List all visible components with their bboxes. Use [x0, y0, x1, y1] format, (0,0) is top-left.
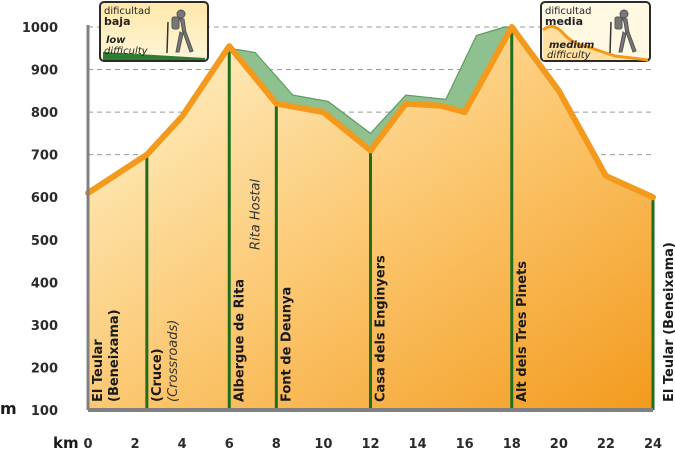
x-tick-label: 0	[83, 437, 92, 450]
legend-low-title: dificultad	[104, 6, 150, 17]
waypoint-label: El Teular	[91, 339, 106, 402]
y-tick-label: 800	[31, 106, 58, 121]
x-tick-label: 10	[314, 437, 332, 450]
x-tick-label: 20	[550, 437, 568, 450]
y-tick-label: 600	[31, 191, 58, 206]
y-tick-label: 400	[31, 276, 58, 291]
waypoint-label: El Teular (Beneixama)	[662, 242, 675, 402]
legend-medium-en-1: medium	[549, 40, 594, 51]
waypoint-label: Font de Deunya	[279, 287, 294, 402]
x-tick-label: 8	[272, 437, 281, 450]
x-tick-label: 24	[644, 437, 662, 450]
waypoint-label: (Cruce)	[150, 348, 165, 402]
legend-medium-level: media	[545, 15, 583, 28]
y-axis-unit: m	[0, 399, 17, 418]
legend-low-en-2: difficulty	[104, 46, 149, 57]
waypoint-sublabel: (Crossroads)	[166, 320, 181, 402]
axes	[86, 25, 653, 412]
y-tick-label: 700	[31, 149, 58, 164]
x-tick-label: 6	[225, 437, 234, 450]
x-axis-unit: km	[53, 434, 79, 450]
y-tick-label: 500	[31, 234, 58, 249]
legend-medium-en-2: difficulty	[547, 50, 592, 61]
legend-low-level: baja	[104, 15, 131, 28]
waypoint-label: (Beneixama)	[107, 309, 122, 402]
waypoint-label: Casa dels Enginyers	[374, 255, 389, 402]
y-tick-label: 900	[31, 64, 58, 79]
y-tick-labels: 100 200 300 400 500 600 700 800 900 1000	[22, 21, 58, 419]
x-tick-label: 12	[361, 437, 379, 450]
hiker-icon	[166, 9, 194, 54]
y-tick-label: 100	[31, 404, 58, 419]
waypoint-label: Alt dels Tres Pinets	[515, 261, 530, 402]
waypoint-labels: El Teular (Beneixama) (Cruce) (Crossroads) A…	[91, 179, 675, 402]
y-tick-label: 200	[31, 361, 58, 376]
legend-low-en-1: low	[106, 35, 126, 46]
waypoint-sublabel: Rita Hostal	[248, 179, 263, 250]
legend-medium-title: dificultad	[545, 6, 591, 17]
x-tick-label: 18	[503, 437, 521, 450]
hiker-icon	[609, 9, 637, 54]
waypoint-label: Albergue de Rita	[232, 279, 247, 402]
y-tick-label: 300	[31, 319, 58, 334]
x-tick-labels: 0 2 4 6 8 10 12 14 16 18 20 22 24	[83, 437, 662, 450]
legend-low-difficulty: dificultad baja low difficulty	[99, 1, 209, 62]
y-tick-label: 1000	[22, 21, 58, 36]
x-tick-label: 22	[597, 437, 615, 450]
x-tick-label: 14	[409, 437, 427, 450]
legend-medium-difficulty: dificultad media medium difficulty	[540, 1, 651, 62]
x-tick-label: 2	[131, 437, 140, 450]
line-layer	[85, 24, 656, 201]
x-tick-label: 4	[178, 437, 187, 450]
elevation-line	[85, 24, 656, 201]
x-tick-label: 16	[456, 437, 474, 450]
